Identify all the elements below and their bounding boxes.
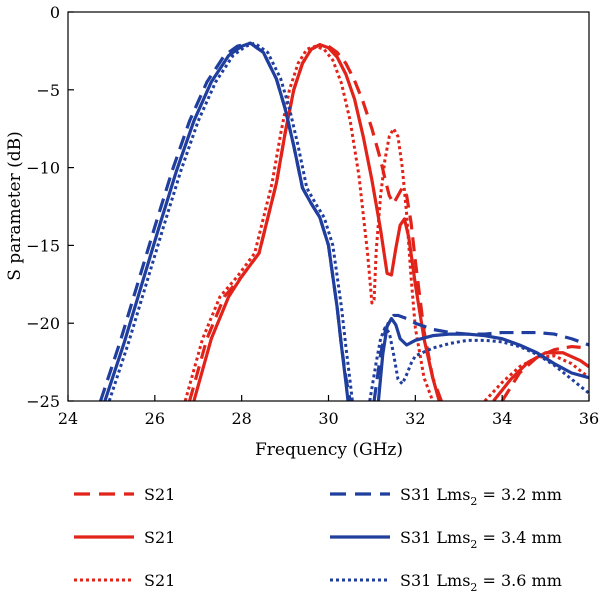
legend-label-text: S31 Lms bbox=[400, 485, 470, 504]
series-line-3 bbox=[492, 351, 589, 401]
legend-label-subscript: 2 bbox=[470, 581, 477, 594]
y-tick-label: −15 bbox=[26, 236, 60, 255]
legend-label: S21 bbox=[144, 571, 175, 590]
legend-label-suffix: = 3.6 mm bbox=[477, 571, 561, 590]
legend-label-suffix: = 3.2 mm bbox=[477, 485, 561, 504]
x-axis-label: Frequency (GHz) bbox=[255, 440, 403, 460]
series-line-2 bbox=[192, 43, 441, 401]
series-line-1 bbox=[500, 344, 589, 401]
series-line-7 bbox=[372, 313, 589, 401]
series-line-4 bbox=[183, 44, 435, 401]
y-tick-label: −25 bbox=[26, 392, 60, 411]
legend-item: S31 Lms2 = 3.4 mm bbox=[330, 528, 562, 551]
legend-label-suffix: = 3.4 mm bbox=[477, 528, 561, 547]
legend-label: S21 bbox=[144, 528, 175, 547]
x-tick-label: 28 bbox=[231, 409, 251, 428]
legend-label: S21 bbox=[144, 485, 175, 504]
series-layer bbox=[99, 41, 589, 401]
legend-label: S31 Lms2 = 3.2 mm bbox=[400, 485, 562, 508]
x-tick-label: 36 bbox=[579, 409, 599, 428]
y-axis-label: S parameter (dB) bbox=[5, 131, 25, 281]
axis-layer: 24 26 28 30 32 34 36 0 −5 −10 −15 −20 −25 bbox=[26, 3, 599, 428]
x-tick-label: 24 bbox=[58, 409, 78, 428]
legend-label-subscript: 2 bbox=[470, 538, 477, 551]
legend-label-text: S31 Lms bbox=[400, 571, 470, 590]
series-line-0 bbox=[188, 43, 443, 401]
legend-label-text: S21 bbox=[144, 571, 175, 590]
y-tick-label: −10 bbox=[26, 159, 60, 178]
y-tick-label: −20 bbox=[26, 314, 60, 333]
legend-item: S31 Lms2 = 3.6 mm bbox=[330, 571, 562, 594]
y-tick-label: 0 bbox=[50, 3, 60, 22]
legend-item: S31 Lms2 = 3.2 mm bbox=[330, 485, 562, 508]
x-tick-label: 30 bbox=[318, 409, 338, 428]
series-line-6 bbox=[99, 41, 352, 401]
series-line-9 bbox=[376, 316, 589, 401]
y-tick-label: −5 bbox=[36, 81, 60, 100]
legend-label-text: S21 bbox=[144, 485, 175, 504]
x-tick-label: 32 bbox=[405, 409, 425, 428]
legend-item: S21 bbox=[74, 571, 175, 590]
x-tick-label: 26 bbox=[145, 409, 165, 428]
legend-label-text: S21 bbox=[144, 528, 175, 547]
legend-label: S31 Lms2 = 3.6 mm bbox=[400, 571, 562, 594]
series-line-8 bbox=[103, 41, 350, 401]
series-line-10 bbox=[107, 41, 354, 401]
series-line-5 bbox=[483, 354, 589, 401]
legend-label-text: S31 Lms bbox=[400, 528, 470, 547]
x-tick-label: 34 bbox=[492, 409, 512, 428]
legend-item: S21 bbox=[74, 485, 175, 504]
legend-label-subscript: 2 bbox=[470, 495, 477, 508]
legend-item: S21 bbox=[74, 528, 175, 547]
legend-label: S31 Lms2 = 3.4 mm bbox=[400, 528, 562, 551]
